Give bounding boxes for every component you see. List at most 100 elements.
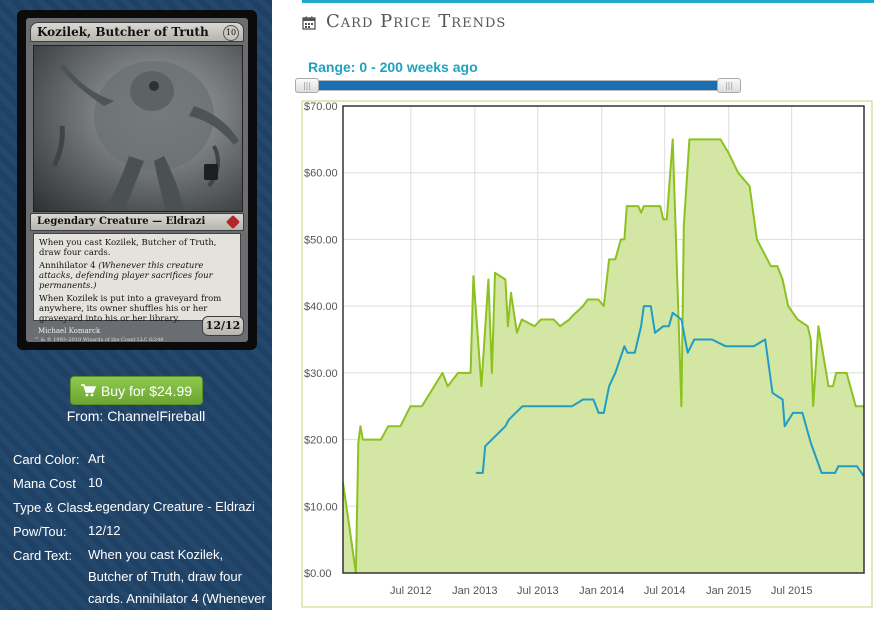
series-point-green bbox=[626, 205, 628, 207]
series-area-green bbox=[343, 139, 864, 573]
series-point-green bbox=[421, 405, 423, 407]
series-point-green bbox=[620, 238, 622, 241]
card-mana-symbol: 10 bbox=[223, 25, 239, 41]
series-point-green bbox=[672, 138, 674, 140]
series-point-green bbox=[666, 218, 668, 221]
card-power-toughness: 12/12 bbox=[202, 316, 244, 336]
series-point-green bbox=[603, 305, 605, 307]
series-point-blue bbox=[608, 385, 610, 387]
series-point-green bbox=[770, 265, 772, 267]
series-point-green bbox=[457, 372, 459, 374]
series-point-green bbox=[470, 372, 472, 374]
card-keyword: Annihilator 4 bbox=[39, 261, 99, 271]
series-point-green bbox=[855, 405, 857, 407]
series-point-green bbox=[559, 325, 561, 327]
series-point-blue bbox=[792, 412, 794, 414]
series-point-blue bbox=[837, 465, 839, 467]
card-type-line: Legendary Creature — Eldrazi bbox=[37, 216, 206, 227]
series-point-green bbox=[662, 218, 664, 221]
series-point-blue bbox=[548, 405, 550, 407]
detail-value: When you cast Kozilek, Butcher of Truth,… bbox=[88, 547, 266, 628]
range-slider-handle-max[interactable]: ||| bbox=[717, 78, 741, 93]
buy-button-label: Buy for $24.99 bbox=[100, 383, 193, 399]
card-text-line: When you cast Kozilek, Butcher of Truth,… bbox=[39, 238, 217, 258]
series-point-green bbox=[807, 325, 809, 327]
series-point-green bbox=[623, 238, 625, 241]
series-point-green bbox=[507, 325, 509, 327]
series-point-green bbox=[846, 372, 848, 374]
y-tick-label: $0.00 bbox=[304, 568, 332, 580]
series-point-green bbox=[487, 278, 489, 281]
x-tick-label: Jul 2015 bbox=[771, 585, 813, 597]
series-point-blue bbox=[711, 338, 713, 341]
x-tick-label: Jul 2014 bbox=[644, 585, 686, 597]
series-point-blue bbox=[801, 412, 804, 414]
card-panel: Kozilek, Butcher of Truth 10 bbox=[0, 0, 272, 628]
series-point-blue bbox=[687, 352, 689, 354]
series-point-blue bbox=[654, 332, 656, 334]
set-symbol-icon bbox=[225, 214, 241, 230]
series-point-green bbox=[521, 318, 523, 321]
shopping-cart-icon bbox=[80, 378, 97, 407]
series-point-green bbox=[362, 438, 364, 441]
y-tick-label: $60.00 bbox=[304, 168, 338, 180]
series-point-green bbox=[614, 258, 616, 261]
detail-value: 10 bbox=[88, 475, 103, 490]
series-point-green bbox=[812, 405, 814, 407]
series-point-green bbox=[683, 225, 685, 227]
detail-key: Mana Cost bbox=[13, 476, 76, 491]
series-point-green bbox=[587, 298, 589, 301]
series-point-blue bbox=[650, 305, 652, 307]
series-point-green bbox=[357, 442, 359, 444]
accent-bar bbox=[302, 0, 874, 3]
buy-button[interactable]: Buy for $24.99 bbox=[70, 376, 203, 405]
series-point-blue bbox=[784, 425, 786, 427]
series-point-blue bbox=[748, 345, 751, 347]
detail-value: Art bbox=[88, 451, 105, 466]
series-point-green bbox=[571, 315, 573, 317]
series-point-green bbox=[782, 278, 784, 281]
range-label: Range: 0 - 200 weeks ago bbox=[308, 59, 478, 75]
series-point-green bbox=[441, 372, 444, 374]
series-point-blue bbox=[764, 338, 766, 341]
card-artist: Michael Komarck bbox=[38, 327, 101, 335]
detail-value: Legendary Creature - Eldrazi bbox=[88, 499, 255, 514]
series-point-green bbox=[827, 385, 830, 387]
seller-label: From: ChannelFireball bbox=[66, 408, 206, 424]
series-point-green bbox=[748, 185, 751, 187]
series-point-green bbox=[387, 425, 389, 427]
series-point-blue bbox=[662, 325, 664, 327]
series-point-blue bbox=[571, 405, 573, 407]
y-tick-label: $20.00 bbox=[304, 435, 338, 447]
series-point-green bbox=[582, 305, 584, 307]
series-point-green bbox=[510, 292, 512, 294]
series-point-green bbox=[534, 325, 536, 327]
series-point-green bbox=[608, 258, 610, 261]
series-point-blue bbox=[738, 345, 741, 347]
x-tick-label: Jan 2014 bbox=[579, 585, 624, 597]
calendar-icon bbox=[302, 15, 316, 34]
series-point-green bbox=[637, 205, 639, 207]
series-point-blue bbox=[810, 442, 812, 444]
card-image: Kozilek, Butcher of Truth 10 bbox=[17, 10, 257, 350]
series-point-blue bbox=[782, 398, 784, 401]
range-slider-handle-min[interactable]: ||| bbox=[295, 78, 319, 93]
detail-key: Pow/Tou: bbox=[13, 524, 67, 539]
card-reminder-text: (Whenever this creature attacks, defendi… bbox=[39, 261, 213, 291]
series-point-green bbox=[472, 275, 475, 277]
section-title: Card Price Trends bbox=[326, 11, 507, 32]
series-point-blue bbox=[582, 398, 584, 401]
card-text-line: When Kozilek is put into a graveyard fro… bbox=[39, 294, 222, 324]
card-text-box: When you cast Kozilek, Butcher of Truth,… bbox=[33, 233, 241, 324]
series-point-green bbox=[817, 325, 820, 327]
series-point-blue bbox=[614, 372, 616, 374]
series-point-blue bbox=[634, 352, 636, 354]
series-point-blue bbox=[508, 418, 510, 421]
series-point-green bbox=[380, 438, 382, 441]
card-name: Kozilek, Butcher of Truth bbox=[37, 25, 209, 39]
series-point-green bbox=[540, 318, 542, 321]
chart-outer-border bbox=[301, 100, 873, 608]
series-point-green bbox=[659, 205, 661, 207]
series-point-green bbox=[719, 138, 721, 140]
series-line-blue bbox=[476, 305, 865, 477]
